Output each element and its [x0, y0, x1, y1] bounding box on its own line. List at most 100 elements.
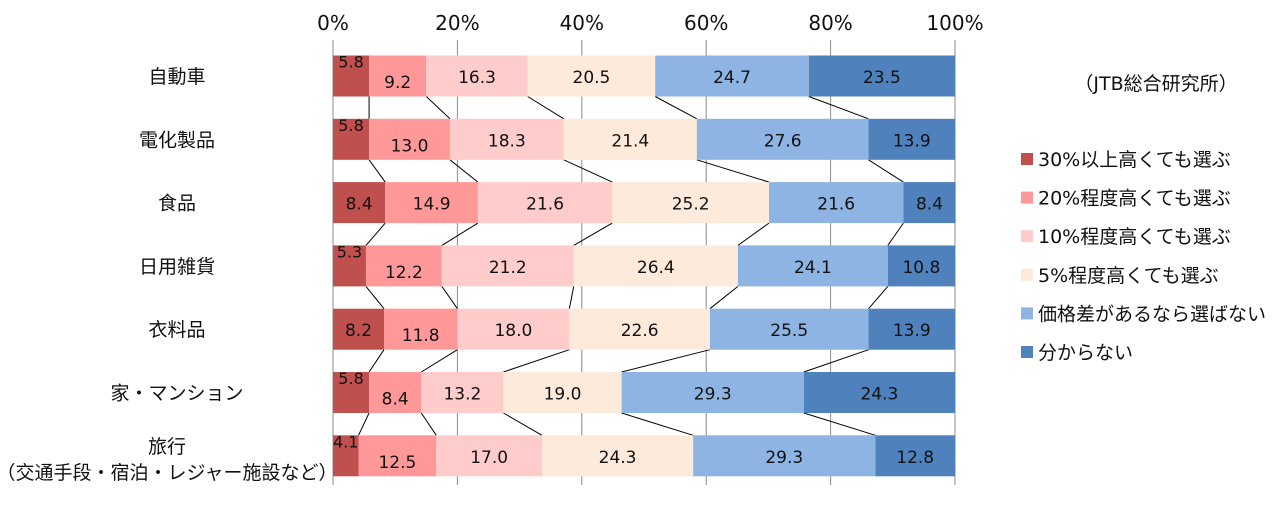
- bar-segment: [569, 308, 710, 350]
- data-label: 18.0: [494, 321, 532, 341]
- series-line: [573, 222, 613, 246]
- x-tick-label: 60%: [684, 11, 728, 35]
- bar-segment: [875, 435, 955, 477]
- bar-segment: [369, 372, 422, 413]
- bar-segment: [365, 245, 442, 287]
- series-line: [365, 222, 386, 246]
- series-line: [621, 412, 694, 436]
- legend-swatch: [1021, 230, 1033, 243]
- data-label: 27.6: [764, 131, 802, 151]
- bars: 5.8 9.2 16.3 20.5 24.7 23.5 5.8 13.0 18.3 21.4 27.…: [333, 53, 956, 477]
- bar-segment: [369, 55, 427, 97]
- data-label: 10.8: [902, 258, 940, 278]
- bar-segment: [868, 118, 955, 160]
- series-line: [503, 349, 570, 373]
- bar-segment: [449, 118, 564, 160]
- source-note: （JTB総合研究所）: [1074, 73, 1237, 95]
- bar-segment: [333, 435, 359, 477]
- series-line: [808, 96, 869, 120]
- series-line: [449, 159, 479, 183]
- data-label: 21.2: [489, 258, 527, 278]
- series-line: [709, 286, 739, 310]
- bar-segment: [563, 118, 697, 160]
- category-label: 電化製品: [139, 129, 215, 151]
- category-label: （交通手段・宿泊・レジャー施設など）: [0, 462, 338, 484]
- data-label: 13.2: [443, 385, 481, 405]
- series-line: [654, 96, 698, 120]
- series-line: [365, 286, 385, 310]
- series-line: [887, 222, 904, 246]
- data-label: 12.8: [896, 448, 934, 468]
- bar-segment: [333, 55, 370, 97]
- series-line: [425, 96, 451, 120]
- series-line: [368, 159, 386, 183]
- series-line: [368, 349, 385, 373]
- x-tick-label: 80%: [808, 11, 852, 35]
- bar-segment: [903, 182, 956, 224]
- category-label: 旅行: [148, 436, 186, 458]
- data-label: 5.8: [338, 369, 363, 388]
- data-label: 4.1: [333, 432, 358, 451]
- bar-segment: [803, 372, 955, 413]
- legend-label: 30%以上高くても選ぶ: [1038, 149, 1231, 171]
- series-line: [868, 286, 889, 310]
- bar-segment: [573, 245, 738, 287]
- bar-segment: [333, 118, 370, 160]
- bar-segment: [358, 435, 437, 477]
- data-label: 22.6: [621, 321, 659, 341]
- data-label: 21.4: [611, 131, 649, 151]
- series-line: [358, 412, 370, 436]
- legend-swatch: [1021, 153, 1033, 165]
- data-label: 26.4: [637, 258, 675, 278]
- series-line: [420, 412, 437, 436]
- data-label: 17.0: [470, 448, 508, 468]
- bar-segment: [868, 308, 955, 350]
- data-label: 20.5: [573, 68, 611, 88]
- bar-segment: [477, 182, 613, 224]
- data-label: 16.3: [458, 68, 496, 88]
- series-line: [696, 159, 770, 183]
- data-label: 25.5: [770, 321, 808, 341]
- series-line: [527, 96, 565, 120]
- legend-swatch: [1021, 346, 1033, 358]
- bar-segment: [696, 118, 869, 160]
- bar-segment: [426, 55, 528, 97]
- legend-label: 10%程度高くても選ぶ: [1038, 226, 1231, 248]
- data-label: 5.3: [337, 242, 362, 261]
- series-line: [503, 412, 543, 436]
- legend-label: 分からない: [1038, 342, 1133, 364]
- data-label: 23.5: [863, 68, 901, 88]
- bar-segment: [384, 308, 458, 350]
- legend-swatch: [1021, 307, 1033, 320]
- category-label: 日用雑貨: [139, 256, 215, 278]
- data-label: 29.3: [694, 385, 732, 405]
- bar-segment: [503, 372, 622, 413]
- bar-segment: [333, 245, 366, 287]
- legend: 30%以上高くても選ぶ 20%程度高くても選ぶ 10%程度高くても選ぶ 5%程度高くて…: [1021, 149, 1266, 364]
- data-label: 24.7: [713, 68, 751, 88]
- data-label: 19.0: [544, 385, 582, 405]
- data-label: 29.3: [765, 448, 803, 468]
- bar-segment: [527, 55, 656, 97]
- data-label: 5.8: [338, 53, 363, 72]
- bar-segment: [887, 245, 955, 287]
- bar-segment: [369, 118, 450, 160]
- data-label: 12.5: [378, 453, 416, 473]
- series-line: [441, 286, 458, 309]
- data-label: 21.6: [526, 195, 564, 215]
- category-label: 衣料品: [148, 319, 205, 341]
- bar-segment: [441, 245, 574, 287]
- bar-segment: [769, 182, 904, 224]
- data-label: 13.0: [391, 136, 429, 156]
- x-tick-label: 20%: [435, 11, 479, 35]
- bar-segment: [333, 372, 370, 413]
- series-connector-lines: [358, 96, 904, 436]
- data-label: 9.2: [384, 73, 411, 93]
- data-label: 13.9: [893, 321, 931, 341]
- data-label: 5.8: [338, 116, 363, 135]
- data-label: 8.4: [382, 390, 409, 410]
- x-tick-label: 100%: [926, 11, 983, 35]
- data-label: 8.4: [346, 195, 373, 215]
- bar-segment: [709, 308, 869, 350]
